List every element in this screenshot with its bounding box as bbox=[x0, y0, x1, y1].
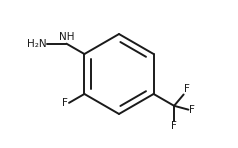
Text: F: F bbox=[62, 98, 68, 108]
Text: H₂N: H₂N bbox=[27, 39, 46, 49]
Text: F: F bbox=[184, 84, 190, 94]
Text: NH: NH bbox=[59, 32, 74, 42]
Text: F: F bbox=[189, 105, 195, 115]
Text: F: F bbox=[171, 121, 177, 131]
